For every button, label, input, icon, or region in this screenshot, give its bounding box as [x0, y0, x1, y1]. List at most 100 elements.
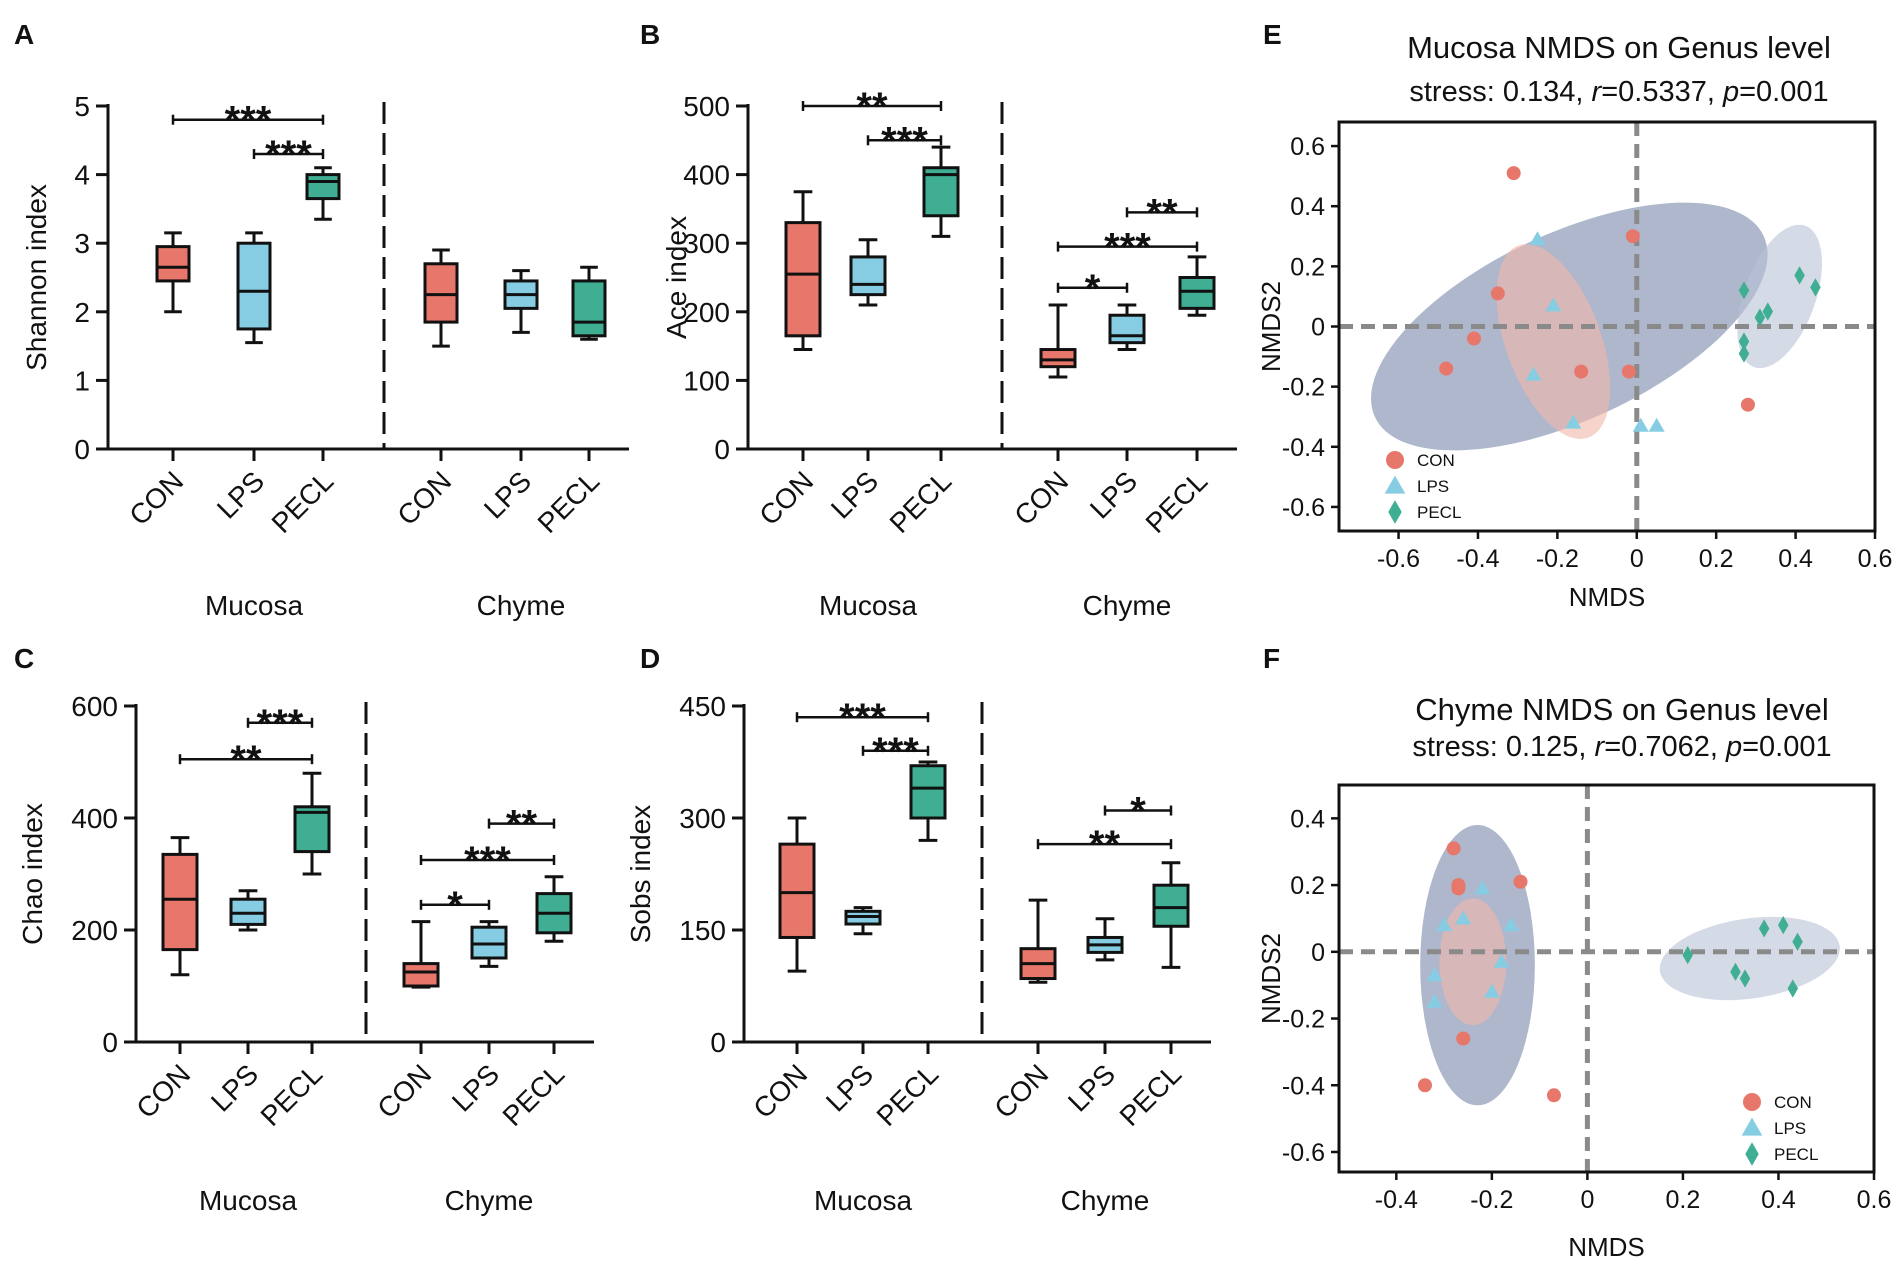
- box-iqr: [402, 962, 440, 988]
- data-point-con: [1740, 397, 1755, 412]
- y-tick-label: 0.2: [1290, 872, 1325, 900]
- data-point-pecl: [1777, 916, 1789, 935]
- data-point-con: [1506, 166, 1521, 181]
- significance-label: ***: [257, 702, 304, 746]
- y-tick-label: 0: [1311, 314, 1325, 342]
- data-point-con: [1466, 331, 1481, 346]
- significance-label: *: [1130, 790, 1146, 834]
- panel-letter-a: A: [14, 19, 34, 50]
- x-tick-label: 0.2: [1666, 1186, 1701, 1214]
- box-mucosa-pecl: [293, 771, 331, 876]
- y-tick-label: 300: [683, 228, 730, 259]
- site-label-chyme: Chyme: [1083, 590, 1172, 621]
- data-point-con: [1439, 361, 1454, 376]
- data-point-pecl: [1730, 962, 1741, 981]
- x-tick-label-pecl: PECL: [255, 1058, 329, 1132]
- data-point-lps: [1483, 983, 1500, 998]
- data-point-lps: [1525, 366, 1542, 381]
- legend-label-pecl: PECL: [1417, 503, 1461, 522]
- panel-letter-c: C: [14, 643, 34, 674]
- y-tick-label: 0: [710, 1027, 726, 1058]
- x-tick-label: 0.2: [1699, 545, 1734, 573]
- box-iqr: [1178, 276, 1216, 310]
- site-label-mucosa: Mucosa: [205, 590, 303, 621]
- significance-label: ***: [872, 730, 919, 774]
- data-point-con: [1451, 878, 1466, 893]
- box-chyme-pecl: [571, 265, 607, 341]
- plot-title: Mucosa NMDS on Genus level: [1407, 30, 1831, 65]
- box-chyme-lps: [1086, 917, 1124, 962]
- y-tick-label: 4: [74, 160, 90, 191]
- y-tick-label: 300: [679, 803, 726, 834]
- x-tick-label-con: CON: [753, 465, 819, 531]
- y-tick-label: 0: [1311, 939, 1325, 967]
- data-point-pecl: [1682, 946, 1693, 965]
- legend-label-con: CON: [1417, 451, 1455, 470]
- significance-label: *: [1085, 267, 1101, 311]
- y-axis-label: Sobs index: [625, 805, 656, 944]
- box-iqr: [1108, 313, 1146, 345]
- x-tick-label-pecl: PECL: [871, 1058, 945, 1132]
- legend: CON LPS PECL: [1741, 1093, 1818, 1166]
- y-tick-label: 0.6: [1290, 133, 1325, 161]
- legend-marker-pecl: [1388, 500, 1402, 524]
- y-tick-label: -0.4: [1282, 434, 1325, 462]
- box-mucosa-pecl: [922, 145, 960, 238]
- box-mucosa-lps: [844, 906, 882, 936]
- x-tick-label: -0.4: [1375, 1186, 1418, 1214]
- significance-bracket: ***: [795, 696, 930, 740]
- significance-bracket: ***: [171, 99, 325, 143]
- data-point-pecl: [1758, 919, 1770, 938]
- legend: CON LPS PECL: [1384, 451, 1461, 524]
- x-tick-label-pecl: PECL: [497, 1058, 571, 1132]
- y-tick-label: 0.4: [1290, 193, 1325, 221]
- box-iqr: [155, 245, 191, 283]
- legend-label-lps: LPS: [1774, 1119, 1806, 1138]
- box-chyme-pecl: [535, 875, 573, 943]
- data-point-pecl: [1794, 266, 1805, 285]
- stats-r-label: r: [1595, 731, 1606, 763]
- site-label-mucosa: Mucosa: [819, 590, 917, 621]
- data-point-con: [1621, 364, 1636, 379]
- significance-label: ***: [839, 696, 886, 740]
- x-tick-label: 0: [1630, 545, 1644, 573]
- y-tick-label: 200: [71, 915, 118, 946]
- box-iqr: [778, 842, 816, 939]
- significance-bracket: ***: [1056, 226, 1199, 270]
- box-chyme-pecl: [1152, 861, 1190, 969]
- x-tick-label-con: CON: [988, 1058, 1054, 1124]
- data-point-pecl: [1810, 278, 1821, 297]
- significance-label: ***: [464, 839, 511, 883]
- y-tick-label: 400: [683, 160, 730, 191]
- x-tick-label: 0.4: [1761, 1186, 1796, 1214]
- significance-label: **: [1146, 191, 1178, 235]
- legend-marker-lps: [1384, 475, 1406, 494]
- x-axis-label: NMDS: [1569, 582, 1646, 612]
- data-point-lps: [1632, 417, 1649, 432]
- y-tick-label: -0.2: [1282, 374, 1325, 402]
- x-tick-label: -0.4: [1456, 545, 1499, 573]
- data-point-lps: [1474, 880, 1491, 895]
- panel-letter-d: D: [640, 643, 660, 674]
- confidence-ellipse-pecl: [1659, 916, 1840, 1001]
- plot-stats: stress: 0.134, r=0.5337, p=0.001: [1409, 76, 1828, 108]
- significance-bracket: **: [1036, 823, 1173, 867]
- x-tick-label-lps: LPS: [825, 465, 884, 524]
- significance-label: ***: [265, 133, 312, 177]
- box-mucosa-con: [155, 231, 191, 314]
- x-tick-label-pecl: PECL: [884, 465, 958, 539]
- stats-p-value: =0.001: [1742, 731, 1832, 763]
- significance-bracket: *: [1103, 790, 1173, 834]
- box-chyme-lps: [503, 269, 539, 334]
- x-tick-label-pecl: PECL: [532, 465, 606, 539]
- y-tick-label: -0.6: [1282, 494, 1325, 522]
- panel-f-nmds: Chyme NMDS on Genus level stress: 0.125, …: [1256, 692, 1891, 1262]
- y-tick-label: 0: [714, 434, 730, 465]
- data-point-pecl: [1738, 332, 1750, 351]
- box-chyme-con: [1039, 303, 1077, 379]
- significance-label: **: [506, 803, 538, 847]
- y-axis-label: Chao index: [17, 803, 48, 945]
- x-tick-label: -0.2: [1536, 545, 1579, 573]
- x-tick-label-lps: LPS: [1062, 1058, 1121, 1117]
